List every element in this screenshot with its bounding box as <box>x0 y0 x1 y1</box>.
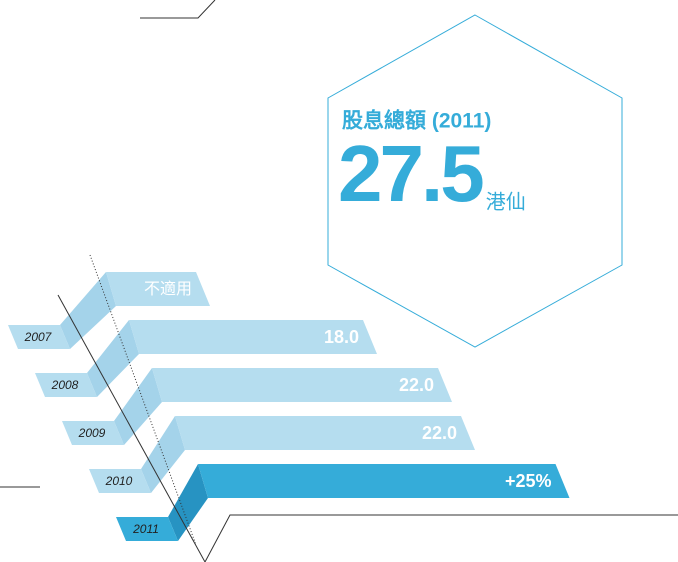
bar <box>198 464 570 498</box>
bar <box>152 368 452 402</box>
year-label: 2007 <box>24 330 53 344</box>
hexagon-title: 股息總額 (2011) <box>342 109 491 133</box>
decor-line <box>140 0 216 19</box>
value-label: 22.0 <box>422 423 457 443</box>
guide-line <box>89 254 197 546</box>
bar <box>175 416 475 450</box>
highlight-value: 27.5 <box>338 129 483 218</box>
value-label: +25% <box>505 471 552 491</box>
bar-side <box>60 272 116 349</box>
year-label: 2008 <box>51 378 79 392</box>
bar <box>129 320 377 354</box>
year-label: 2010 <box>105 474 133 488</box>
value-label: 22.0 <box>399 375 434 395</box>
bar-side <box>114 368 162 445</box>
year-tab <box>116 517 178 541</box>
bar-side <box>141 416 185 493</box>
year-label: 2009 <box>78 426 106 440</box>
year-tab <box>89 469 151 493</box>
value-label: 不適用 <box>144 280 192 298</box>
bars: 2007 不適用 2008 18.0 2009 22.0 2010 22.0 2011 +25% <box>8 272 570 541</box>
year-tab <box>62 421 124 445</box>
highlight-unit: 港仙 <box>486 190 526 213</box>
axis-line <box>57 294 206 562</box>
year-label: 2011 <box>132 522 159 536</box>
year-tab <box>35 373 97 397</box>
year-tab <box>8 325 70 349</box>
bar-side <box>87 320 139 397</box>
decor-line <box>204 514 678 562</box>
bar <box>106 272 210 306</box>
bar-side <box>168 464 208 541</box>
hexagon <box>327 14 623 348</box>
value-label: 18.0 <box>324 327 359 347</box>
